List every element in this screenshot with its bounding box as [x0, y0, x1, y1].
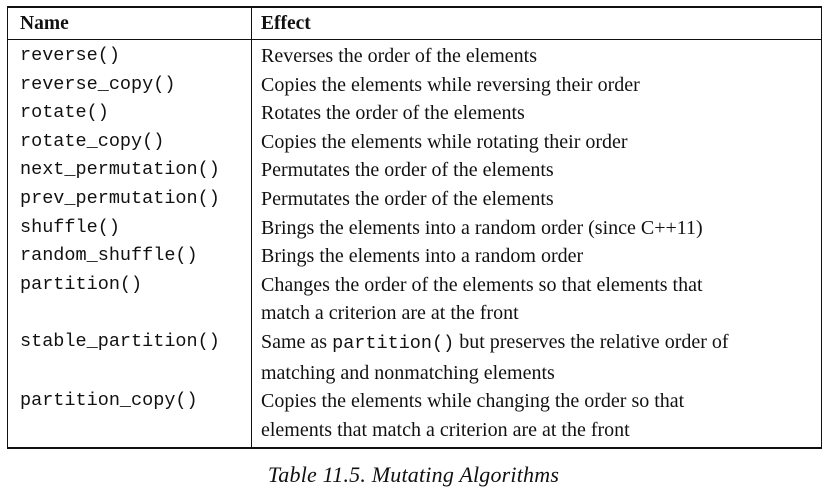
- mutating-algorithms-table: Name Effect reverse() Reverses the order…: [7, 6, 822, 450]
- algorithm-effect: Brings the elements into a random order …: [251, 213, 822, 243]
- effect-line: Copies the elements while rotating their…: [261, 130, 628, 153]
- effect-line: Brings the elements into a random order: [261, 245, 584, 268]
- algorithm-name: rotate(): [7, 99, 252, 128]
- effect-line: Copies the elements while changing the o…: [261, 390, 685, 413]
- algorithm-effect: Brings the elements into a random order: [251, 242, 822, 271]
- algorithm-effect: Permutates the order of the elements: [251, 184, 822, 214]
- effect-text: Same as: [261, 330, 333, 353]
- effect-line: Permutates the order of the elements: [261, 187, 554, 210]
- algorithm-name: random_shuffle(): [7, 242, 252, 271]
- inline-code: partition(): [332, 332, 455, 354]
- table-header-row: Name Effect: [7, 6, 822, 40]
- effect-line: Rotates the order of the elements: [261, 102, 525, 125]
- table-row: prev_permutation() Permutates the order …: [7, 184, 822, 214]
- algorithm-name: stable_partition(): [7, 327, 252, 388]
- algorithms-table-container: Name Effect reverse() Reverses the order…: [7, 6, 822, 450]
- header-name: Name: [7, 6, 252, 40]
- table-row: partition_copy() Copies the elements whi…: [7, 387, 822, 450]
- table-row: shuffle() Brings the elements into a ran…: [7, 213, 822, 243]
- algorithm-effect: Changes the order of the elements so tha…: [251, 270, 822, 328]
- effect-line: Brings the elements into a random order …: [261, 216, 703, 239]
- table-row: rotate_copy() Copies the elements while …: [7, 127, 822, 157]
- effect-line: matching and nonmatching elements: [261, 361, 555, 384]
- algorithm-name: reverse(): [7, 39, 252, 71]
- algorithm-name: next_permutation(): [7, 156, 252, 185]
- algorithm-effect: Copies the elements while changing the o…: [251, 387, 822, 450]
- effect-line: match a criterion are at the front: [261, 302, 519, 325]
- table-row: rotate() Rotates the order of the elemen…: [7, 99, 822, 128]
- effect-line: Copies the elements while reversing thei…: [261, 73, 640, 96]
- algorithm-effect: Reverses the order of the elements: [251, 39, 822, 71]
- algorithm-effect: Copies the elements while rotating their…: [251, 127, 822, 157]
- algorithm-name: partition_copy(): [7, 387, 252, 450]
- effect-line: Reverses the order of the elements: [261, 45, 538, 67]
- algorithm-effect: Permutates the order of the elements: [251, 156, 822, 185]
- table-row: partition() Changes the order of the ele…: [7, 270, 822, 328]
- table-row: reverse() Reverses the order of the elem…: [7, 39, 822, 71]
- effect-line: Changes the order of the elements so tha…: [261, 273, 703, 296]
- algorithm-effect: Same as partition() but preserves the re…: [251, 327, 822, 388]
- effect-line: Permutates the order of the elements: [261, 159, 554, 182]
- algorithm-name: prev_permutation(): [7, 184, 252, 214]
- algorithm-name: rotate_copy(): [7, 127, 252, 157]
- algorithm-effect: Rotates the order of the elements: [251, 99, 822, 128]
- algorithm-name: reverse_copy(): [7, 70, 252, 100]
- header-effect: Effect: [251, 6, 822, 40]
- table-row: reverse_copy() Copies the elements while…: [7, 70, 822, 100]
- algorithm-effect: Copies the elements while reversing thei…: [251, 70, 822, 100]
- algorithm-name: partition(): [7, 270, 252, 328]
- algorithm-name: shuffle(): [7, 213, 252, 243]
- table-row: stable_partition() Same as partition() b…: [7, 327, 822, 388]
- table-row: random_shuffle() Brings the elements int…: [7, 242, 822, 271]
- table-caption: Table 11.5. Mutating Algorithms: [267, 462, 560, 487]
- effect-line: elements that match a criterion are at t…: [261, 418, 630, 441]
- effect-text: but preserves the relative order of: [454, 330, 729, 353]
- table-row: next_permutation() Permutates the order …: [7, 156, 822, 185]
